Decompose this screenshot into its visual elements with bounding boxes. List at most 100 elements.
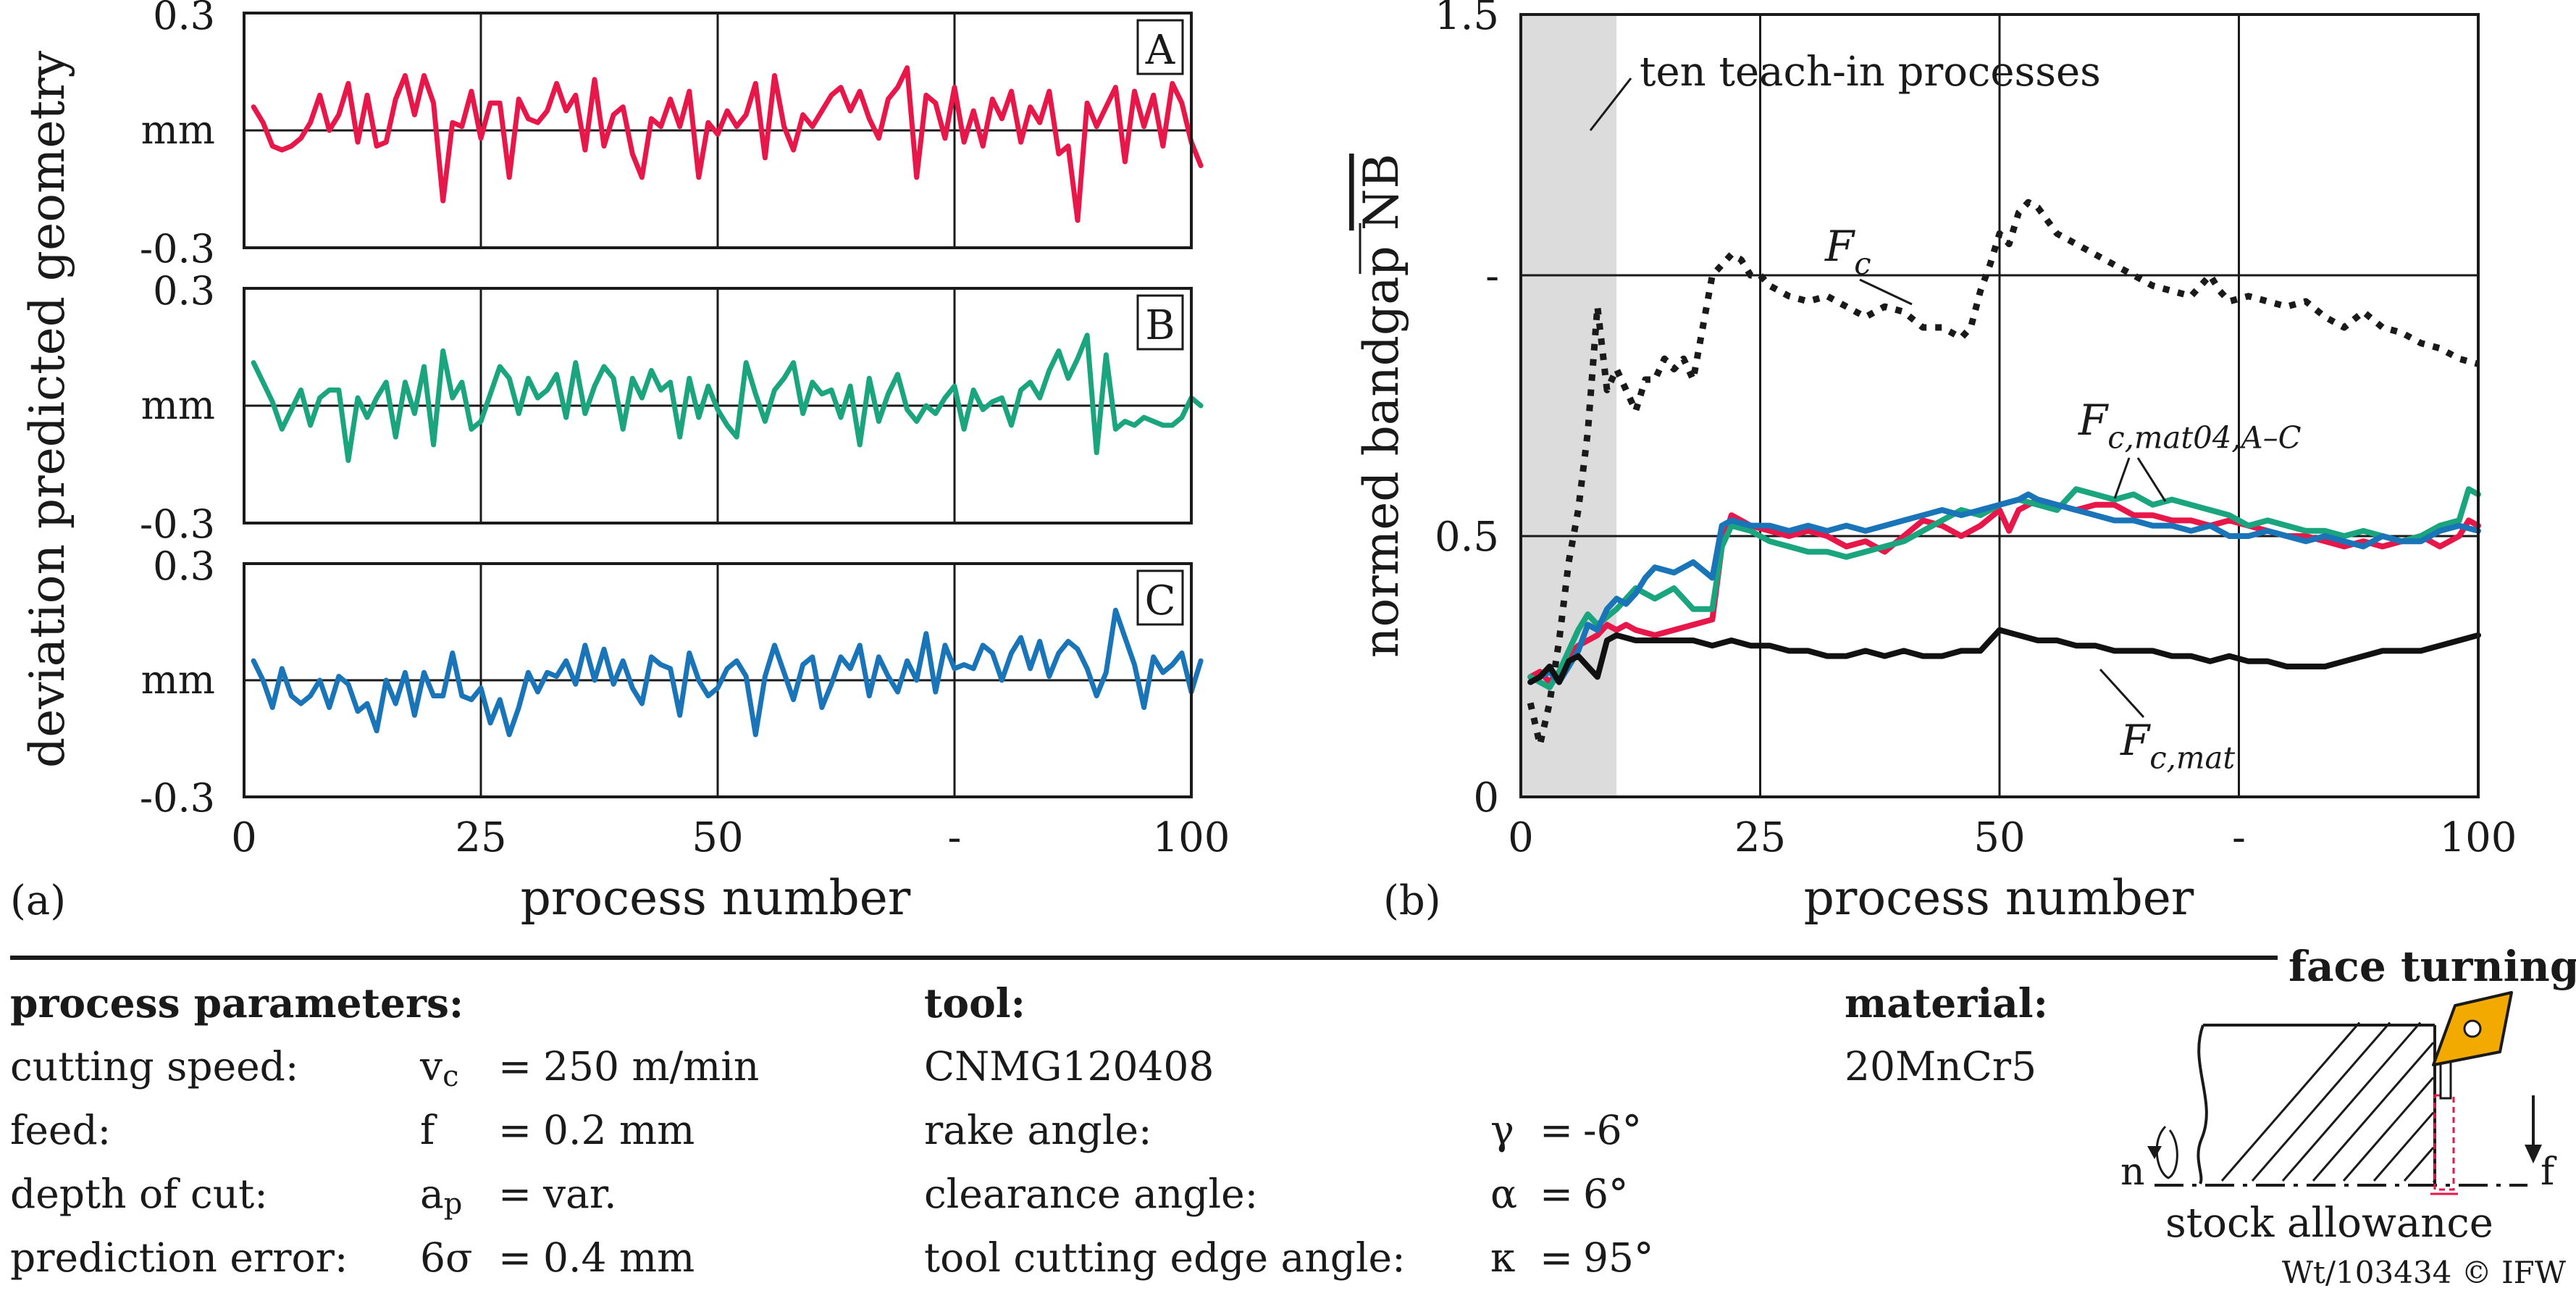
x-tick-label: 50	[1973, 814, 2025, 861]
tool-angle-value: 95°	[1583, 1234, 1654, 1281]
tool-angle-value: -6°	[1583, 1107, 1642, 1153]
copyright: Wt/103434 © IFW	[2281, 1255, 2566, 1290]
plot-frame-C	[243, 562, 1193, 798]
panel-label-a: (a)	[10, 877, 66, 924]
param-label: cutting speed:	[10, 1043, 299, 1090]
param-equals: =	[498, 1171, 532, 1217]
series-line-Fc-mat04-C	[1527, 491, 2481, 685]
y-tick-label: 1.5	[1435, 0, 1499, 39]
rotation-arrowhead	[2147, 1146, 2162, 1159]
panel-label-b: (b)	[1383, 877, 1441, 924]
subplot-label-box	[1136, 294, 1184, 351]
teach-in-label: ten teach-in processes	[1640, 49, 2101, 96]
param-value: var.	[543, 1171, 617, 1217]
subplot-label-box	[1136, 569, 1184, 626]
subplot-C: C 0.3 mm -0.3	[140, 543, 1204, 821]
insert-hole	[2463, 1019, 2482, 1038]
x-tick-label: -	[2232, 814, 2246, 861]
param-label: feed:	[10, 1107, 112, 1153]
y-tick-top: 0.3	[153, 543, 215, 589]
param-equals: =	[498, 1234, 532, 1281]
param-value: 0.2 mm	[543, 1107, 695, 1153]
y-tick-unit: mm	[141, 383, 215, 428]
param-symbol: vc	[420, 1043, 459, 1093]
tool-angle-symbol: κ	[1490, 1234, 1516, 1281]
tool-angle-label: tool cutting edge angle:	[924, 1234, 1406, 1281]
y-tick-top: 0.3	[153, 0, 215, 38]
fc-mat04-pointer	[2113, 457, 2131, 499]
subplot-label-B: B	[1145, 302, 1175, 349]
x-tick-label: 25	[455, 814, 506, 861]
bottom-graphics	[10, 956, 2542, 1195]
y-tick-top: 0.3	[153, 268, 215, 314]
feed-f-label: f	[2541, 1150, 2555, 1194]
tool-angle-equals: =	[1540, 1171, 1574, 1217]
y-tick-label: 0	[1473, 774, 1499, 822]
tool-angle-value: 6°	[1583, 1171, 1629, 1217]
x-tick-label: 0	[1508, 814, 1534, 861]
x-tick-label: 100	[1153, 814, 1230, 861]
spindle-speed-n-label: n	[2120, 1150, 2145, 1194]
tool-designation: CNMG120408	[924, 1043, 1214, 1090]
fc-mat04-annotation: Fc,mat04,A–C	[2078, 396, 2302, 456]
y-tick-bottom: -0.3	[140, 501, 215, 547]
x-tick-label: -	[948, 814, 962, 861]
y-tick-bottom: -0.3	[140, 226, 215, 272]
param-value: 0.4 mm	[543, 1234, 695, 1281]
y-axis-label: normed bandgap NB	[1354, 154, 1409, 658]
tool-angle-equals: =	[1540, 1234, 1574, 1281]
y-tick-label: 0.5	[1435, 514, 1499, 561]
param-symbol: f	[420, 1107, 435, 1153]
fc-mat-annotation: Fc,mat	[2120, 716, 2235, 776]
series-line-Fc	[1527, 198, 2480, 748]
y-tick-bottom: -0.3	[140, 775, 215, 821]
subplot-B: B 0.3 mm -0.3	[140, 268, 1204, 547]
x-axis-label: process number	[1804, 870, 2194, 926]
series-line-B	[251, 333, 1204, 464]
tool-angle-symbol: γ	[1490, 1107, 1514, 1153]
feed-arrowhead	[2525, 1145, 2542, 1163]
param-label: prediction error:	[10, 1234, 348, 1281]
process-parameters-title: process parameters:	[10, 979, 464, 1027]
series-line-C	[251, 607, 1204, 737]
x-tick-label: 25	[1734, 814, 1786, 861]
plot-frame-B	[243, 287, 1193, 524]
x-tick-label: 50	[692, 814, 743, 861]
teach-in-pointer	[1589, 78, 1632, 131]
rotation-arrow	[2155, 1125, 2178, 1179]
subplot-A: A 0.3 mm -0.3	[140, 0, 1204, 272]
y-tick-label: -	[1485, 253, 1499, 300]
param-value: 250 m/min	[543, 1043, 760, 1090]
subplot-label-C: C	[1145, 577, 1176, 624]
fc-annotation: Fc	[1824, 222, 1871, 282]
panel-b: 0 25 50 - 100 0 0.5 - 1.5 ten teach-in processes F…	[1354, 0, 2517, 926]
param-symbol: ap	[420, 1171, 463, 1221]
param-equals: =	[498, 1043, 532, 1090]
subplot-label-box	[1136, 19, 1184, 75]
face-turning-title: face turning	[2288, 942, 2576, 991]
tool-angle-equals: =	[1540, 1107, 1574, 1153]
x-tick-label: 0	[231, 814, 257, 861]
workpiece-break-line	[2197, 1024, 2208, 1184]
plot-frame-A	[243, 12, 1193, 249]
series-line-Fc-mat	[1527, 627, 2481, 685]
face-turning-sketch	[2147, 991, 2542, 1195]
x-tick-label: 100	[2440, 814, 2517, 861]
fc-mat-pointer	[2099, 668, 2145, 719]
series-line-A	[251, 65, 1204, 223]
subplot-label-A: A	[1145, 27, 1175, 74]
y-tick-unit: mm	[141, 657, 215, 703]
fc-pointer	[1859, 278, 1913, 306]
workpiece-hatch	[2220, 1021, 2436, 1184]
y-tick-unit: mm	[141, 107, 215, 153]
panel-a: A 0.3 mm -0.3 B 0.3 mm -0.3 C 0.3 mm -0.3 0 25 50 - 100 d…	[10, 0, 1230, 926]
series-line-Fc-mat04-A	[1527, 496, 2481, 685]
param-symbol: 6σ	[420, 1234, 473, 1281]
tool-angle-label: rake angle:	[924, 1107, 1152, 1153]
tool-angle-label: clearance angle:	[924, 1171, 1259, 1217]
fc-mat04-pointer	[2136, 457, 2167, 502]
y-axis-label: deviation predicted geometry	[20, 50, 75, 768]
x-axis-label: process number	[521, 870, 911, 926]
plot-frame-b	[1519, 13, 2480, 798]
